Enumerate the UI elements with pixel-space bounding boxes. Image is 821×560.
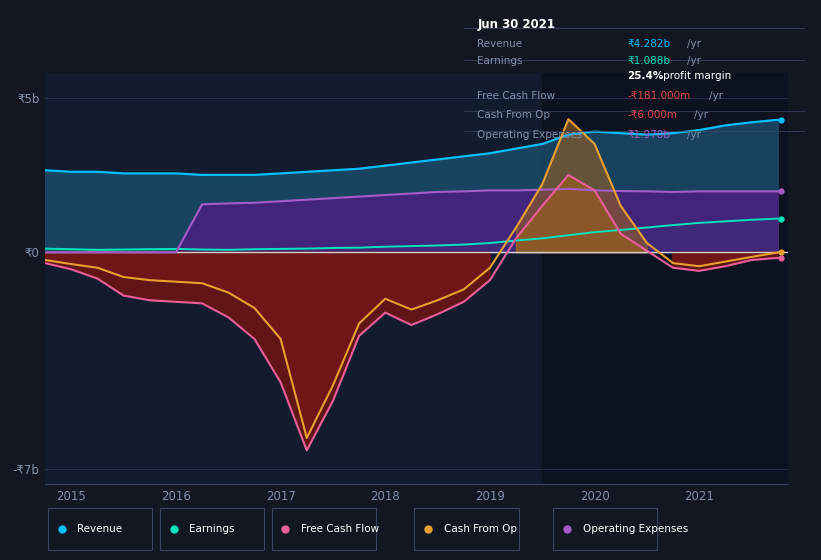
- Text: ₹1.088b: ₹1.088b: [627, 56, 671, 66]
- Text: /yr: /yr: [686, 130, 700, 141]
- Text: -₹6.000m: -₹6.000m: [627, 110, 677, 120]
- Text: ₹1.970b: ₹1.970b: [627, 130, 671, 141]
- Text: Earnings: Earnings: [478, 56, 523, 66]
- Text: Cash From Op: Cash From Op: [443, 524, 516, 534]
- Text: /yr: /yr: [686, 39, 700, 49]
- Text: Revenue: Revenue: [77, 524, 122, 534]
- Text: Jun 30 2021: Jun 30 2021: [478, 18, 556, 31]
- Text: Cash From Op: Cash From Op: [478, 110, 551, 120]
- Text: Operating Expenses: Operating Expenses: [478, 130, 583, 141]
- Text: /yr: /yr: [686, 56, 700, 66]
- Text: /yr: /yr: [695, 110, 709, 120]
- Text: Free Cash Flow: Free Cash Flow: [478, 91, 556, 100]
- Text: profit margin: profit margin: [663, 71, 732, 81]
- Text: Earnings: Earnings: [189, 524, 235, 534]
- Text: ₹4.282b: ₹4.282b: [627, 39, 671, 49]
- Text: Revenue: Revenue: [478, 39, 523, 49]
- Text: -₹181.000m: -₹181.000m: [627, 91, 690, 100]
- Text: 25.4%: 25.4%: [627, 71, 664, 81]
- Bar: [542, 73, 788, 484]
- Text: Operating Expenses: Operating Expenses: [583, 524, 688, 534]
- Text: /yr: /yr: [709, 91, 723, 100]
- Text: Free Cash Flow: Free Cash Flow: [301, 524, 379, 534]
